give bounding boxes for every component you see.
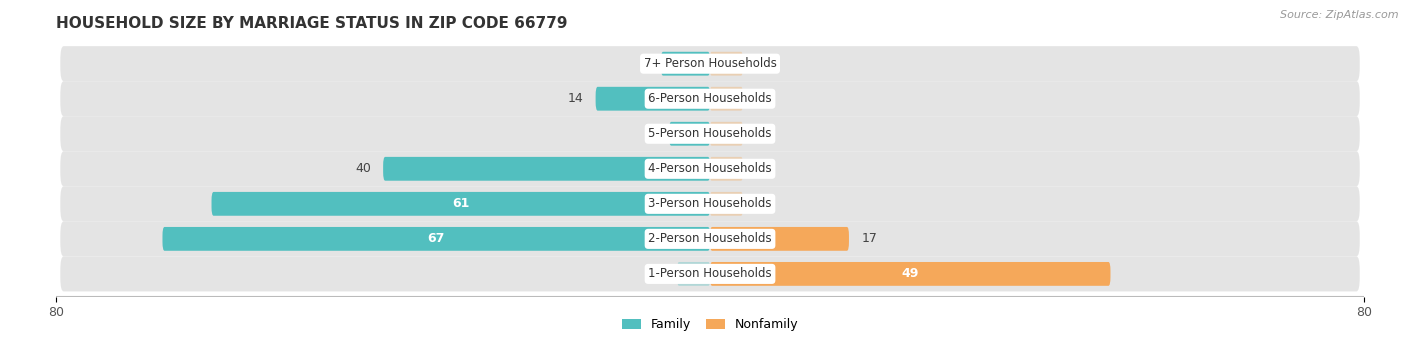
Text: Source: ZipAtlas.com: Source: ZipAtlas.com xyxy=(1281,10,1399,20)
Text: 0: 0 xyxy=(755,57,763,70)
FancyBboxPatch shape xyxy=(60,151,1360,186)
Text: 2-Person Households: 2-Person Households xyxy=(648,232,772,246)
Text: 17: 17 xyxy=(862,232,877,246)
Text: 5: 5 xyxy=(650,127,657,140)
FancyBboxPatch shape xyxy=(60,116,1360,151)
Text: 0: 0 xyxy=(755,127,763,140)
FancyBboxPatch shape xyxy=(596,87,710,110)
FancyBboxPatch shape xyxy=(678,262,710,286)
FancyBboxPatch shape xyxy=(710,122,742,146)
FancyBboxPatch shape xyxy=(163,227,710,251)
FancyBboxPatch shape xyxy=(60,186,1360,221)
Text: 1-Person Households: 1-Person Households xyxy=(648,267,772,280)
FancyBboxPatch shape xyxy=(60,46,1360,81)
FancyBboxPatch shape xyxy=(710,227,849,251)
FancyBboxPatch shape xyxy=(60,256,1360,292)
Text: 0: 0 xyxy=(755,92,763,105)
Text: 6: 6 xyxy=(641,57,648,70)
FancyBboxPatch shape xyxy=(710,87,742,110)
FancyBboxPatch shape xyxy=(661,52,710,76)
Text: 49: 49 xyxy=(901,267,920,280)
Text: 0: 0 xyxy=(755,197,763,210)
Text: 0: 0 xyxy=(657,267,665,280)
Text: 7+ Person Households: 7+ Person Households xyxy=(644,57,776,70)
FancyBboxPatch shape xyxy=(710,262,1111,286)
FancyBboxPatch shape xyxy=(710,192,742,216)
Text: 4-Person Households: 4-Person Households xyxy=(648,162,772,175)
Text: 5-Person Households: 5-Person Households xyxy=(648,127,772,140)
FancyBboxPatch shape xyxy=(710,157,742,181)
Legend: Family, Nonfamily: Family, Nonfamily xyxy=(617,313,803,337)
FancyBboxPatch shape xyxy=(60,81,1360,116)
Text: 61: 61 xyxy=(453,197,470,210)
FancyBboxPatch shape xyxy=(710,52,742,76)
Text: 0: 0 xyxy=(755,162,763,175)
Text: HOUSEHOLD SIZE BY MARRIAGE STATUS IN ZIP CODE 66779: HOUSEHOLD SIZE BY MARRIAGE STATUS IN ZIP… xyxy=(56,16,568,31)
Text: 14: 14 xyxy=(568,92,583,105)
Text: 3-Person Households: 3-Person Households xyxy=(648,197,772,210)
FancyBboxPatch shape xyxy=(211,192,710,216)
Text: 6-Person Households: 6-Person Households xyxy=(648,92,772,105)
Text: 67: 67 xyxy=(427,232,444,246)
FancyBboxPatch shape xyxy=(60,221,1360,256)
Text: 40: 40 xyxy=(354,162,371,175)
FancyBboxPatch shape xyxy=(669,122,710,146)
FancyBboxPatch shape xyxy=(382,157,710,181)
